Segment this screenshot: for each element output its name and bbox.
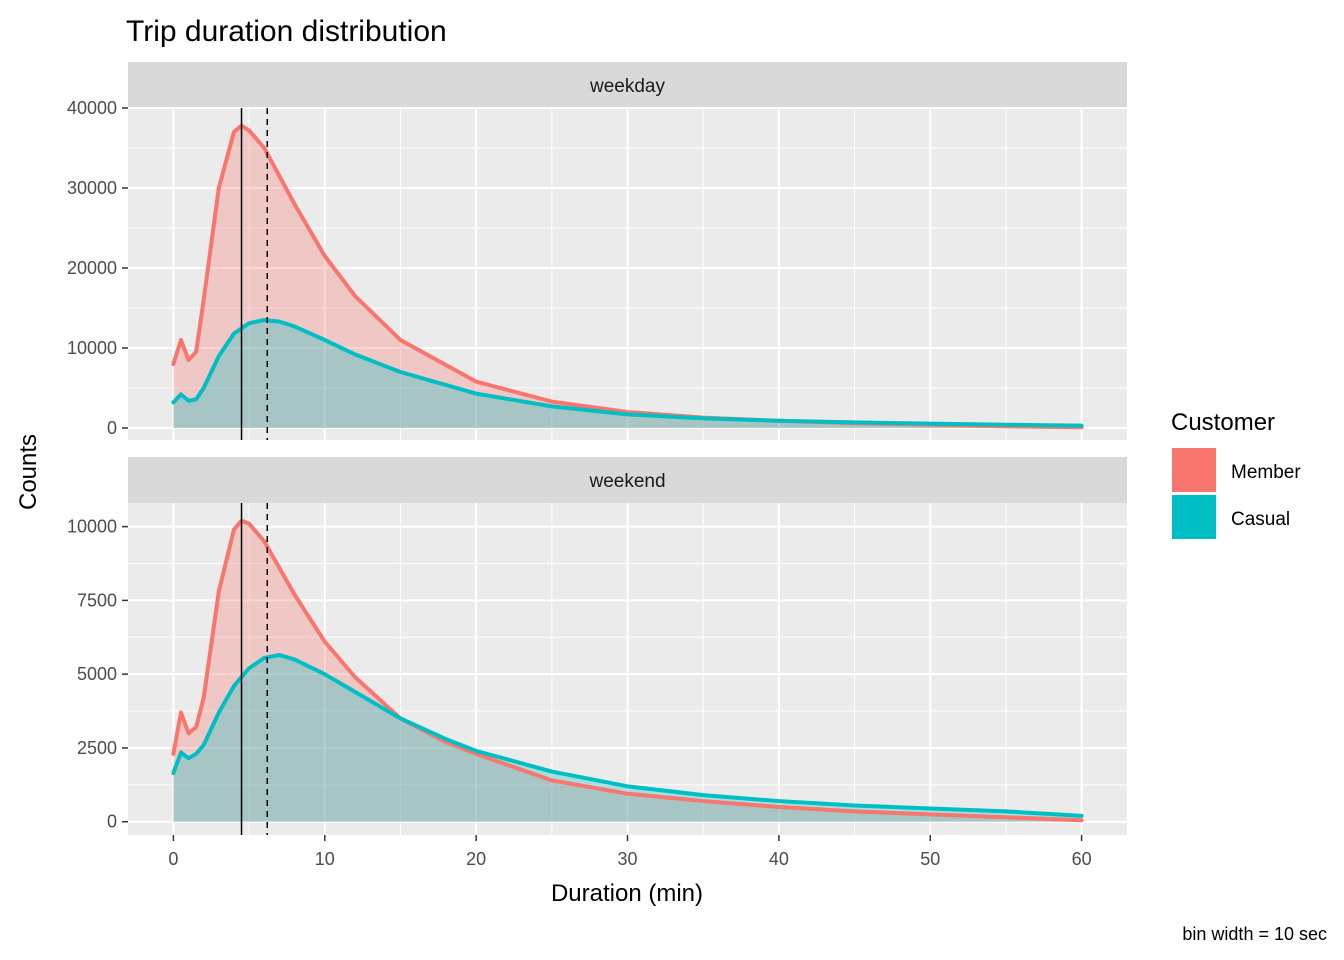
y-axis-title: Counts	[15, 434, 42, 510]
line-casual	[171, 318, 1084, 428]
y-tick-label: 30000	[67, 178, 117, 198]
legend-key-member	[1172, 448, 1216, 492]
area-member	[173, 125, 1082, 428]
panel-weekday: weekday 0 10000 20000 30000 40000	[67, 62, 1127, 440]
legend: Customer Member Casual	[1171, 409, 1301, 539]
y-tick-label: 10000	[67, 338, 117, 358]
y-tick-label: 0	[107, 812, 117, 832]
strip-label: weekday	[589, 76, 665, 97]
area-member	[173, 520, 1082, 822]
area-casual	[173, 654, 1082, 822]
x-tick-label: 0	[168, 849, 178, 869]
y-tick-label: 7500	[77, 590, 117, 610]
y-tick-label: 20000	[67, 258, 117, 278]
legend-title: Customer	[1171, 409, 1275, 436]
chart-caption: bin width = 10 sec	[1182, 924, 1327, 944]
chart-title: Trip duration distribution	[126, 15, 447, 48]
y-tick-label: 0	[107, 418, 117, 438]
x-tick-label: 50	[920, 849, 940, 869]
strip-background	[128, 62, 1127, 108]
strip-background	[128, 457, 1127, 503]
x-axis-title: Duration (min)	[551, 880, 703, 907]
legend-label-casual: Casual	[1231, 509, 1290, 530]
chart-panels: weekday 0 10000 20000 30000 40000 weekend 0 2500…	[67, 62, 1127, 869]
y-tick-label: 5000	[77, 664, 117, 684]
line-casual	[171, 652, 1084, 818]
line-member	[171, 518, 1084, 823]
legend-key-casual	[1172, 495, 1216, 539]
area-casual	[173, 320, 1082, 428]
x-tick-label: 20	[466, 849, 486, 869]
x-tick-label: 40	[769, 849, 789, 869]
y-tick-label: 10000	[67, 517, 117, 537]
y-tick-label: 2500	[77, 738, 117, 758]
y-tick-label: 40000	[67, 98, 117, 118]
strip-label: weekend	[588, 471, 665, 492]
legend-label-member: Member	[1231, 462, 1301, 483]
x-tick-label: 10	[315, 849, 335, 869]
panel-weekend: weekend 0 2500 5000 7500 10000 0 10 20 30 40 50 60	[67, 457, 1127, 869]
x-tick-label: 60	[1072, 849, 1092, 869]
x-tick-label: 30	[617, 849, 637, 869]
